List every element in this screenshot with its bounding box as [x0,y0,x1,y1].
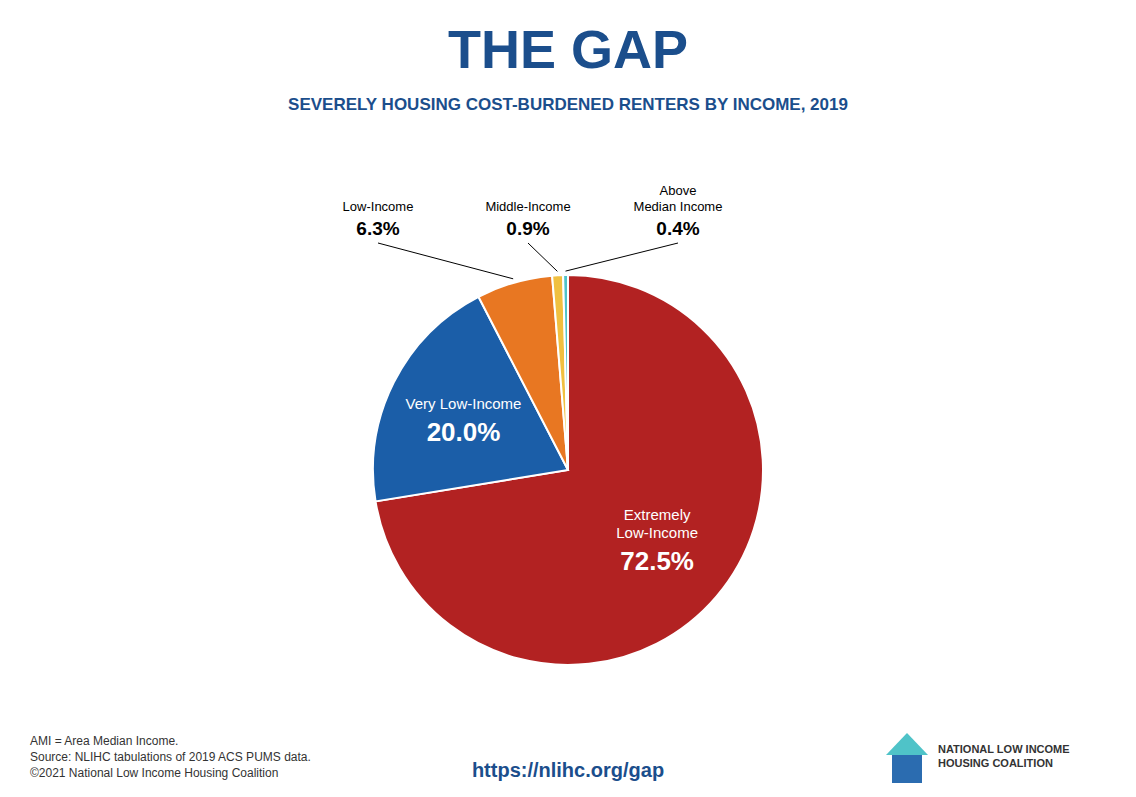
subtitle: SEVERELY HOUSING COST-BURDENED RENTERS B… [288,95,848,114]
data-label: 0.9% [506,218,549,239]
chart: THE GAP SEVERELY HOUSING COST-BURDENED RE… [0,0,1136,797]
data-label: 20.0% [427,417,501,447]
label-line: Median Income [634,199,723,214]
slice-label: Very Low-Income [406,395,522,412]
footnote: AMI = Area Median Income. [30,734,178,748]
slice-label: Low-Income [343,199,414,214]
slice [552,275,568,470]
leader-line [566,243,678,271]
label-line: NATIONAL LOW INCOME [938,743,1070,755]
data-label: 0.4% [656,218,699,239]
logo-house [892,753,922,783]
label-line: Low-Income [343,199,414,214]
slice-label: Middle-Income [485,199,570,214]
logo-roof [886,733,928,755]
leader-line [528,243,557,271]
logo-text: NATIONAL LOW INCOME HOUSING COALITION [938,743,1070,769]
data-label: 72.5% [620,546,694,576]
labels: ExtremelyLow-Income72.5%Very Low-Income2… [343,183,723,576]
label-line: Above [660,183,697,198]
url: https://nlihc.org/gap [472,759,664,781]
label-line: HOUSING COALITION [938,757,1053,769]
slice-label: AboveMedian Income [634,183,723,214]
data-label: 6.3% [356,218,399,239]
footnote: Source: NLIHC tabulations of 2019 ACS PU… [30,750,311,764]
title: THE GAP [448,19,688,79]
slice-label: ExtremelyLow-Income [616,506,698,541]
logo: NATIONAL LOW INCOME HOUSING COALITION [886,733,1070,783]
label-line: Low-Income [616,524,698,541]
label-line: Extremely [624,506,691,523]
label-line: Very Low-Income [406,395,522,412]
label-line: Middle-Income [485,199,570,214]
pie [373,275,763,665]
slice [563,275,568,470]
footnote: ©2021 National Low Income Housing Coalit… [30,766,278,780]
leader-line [378,243,513,279]
